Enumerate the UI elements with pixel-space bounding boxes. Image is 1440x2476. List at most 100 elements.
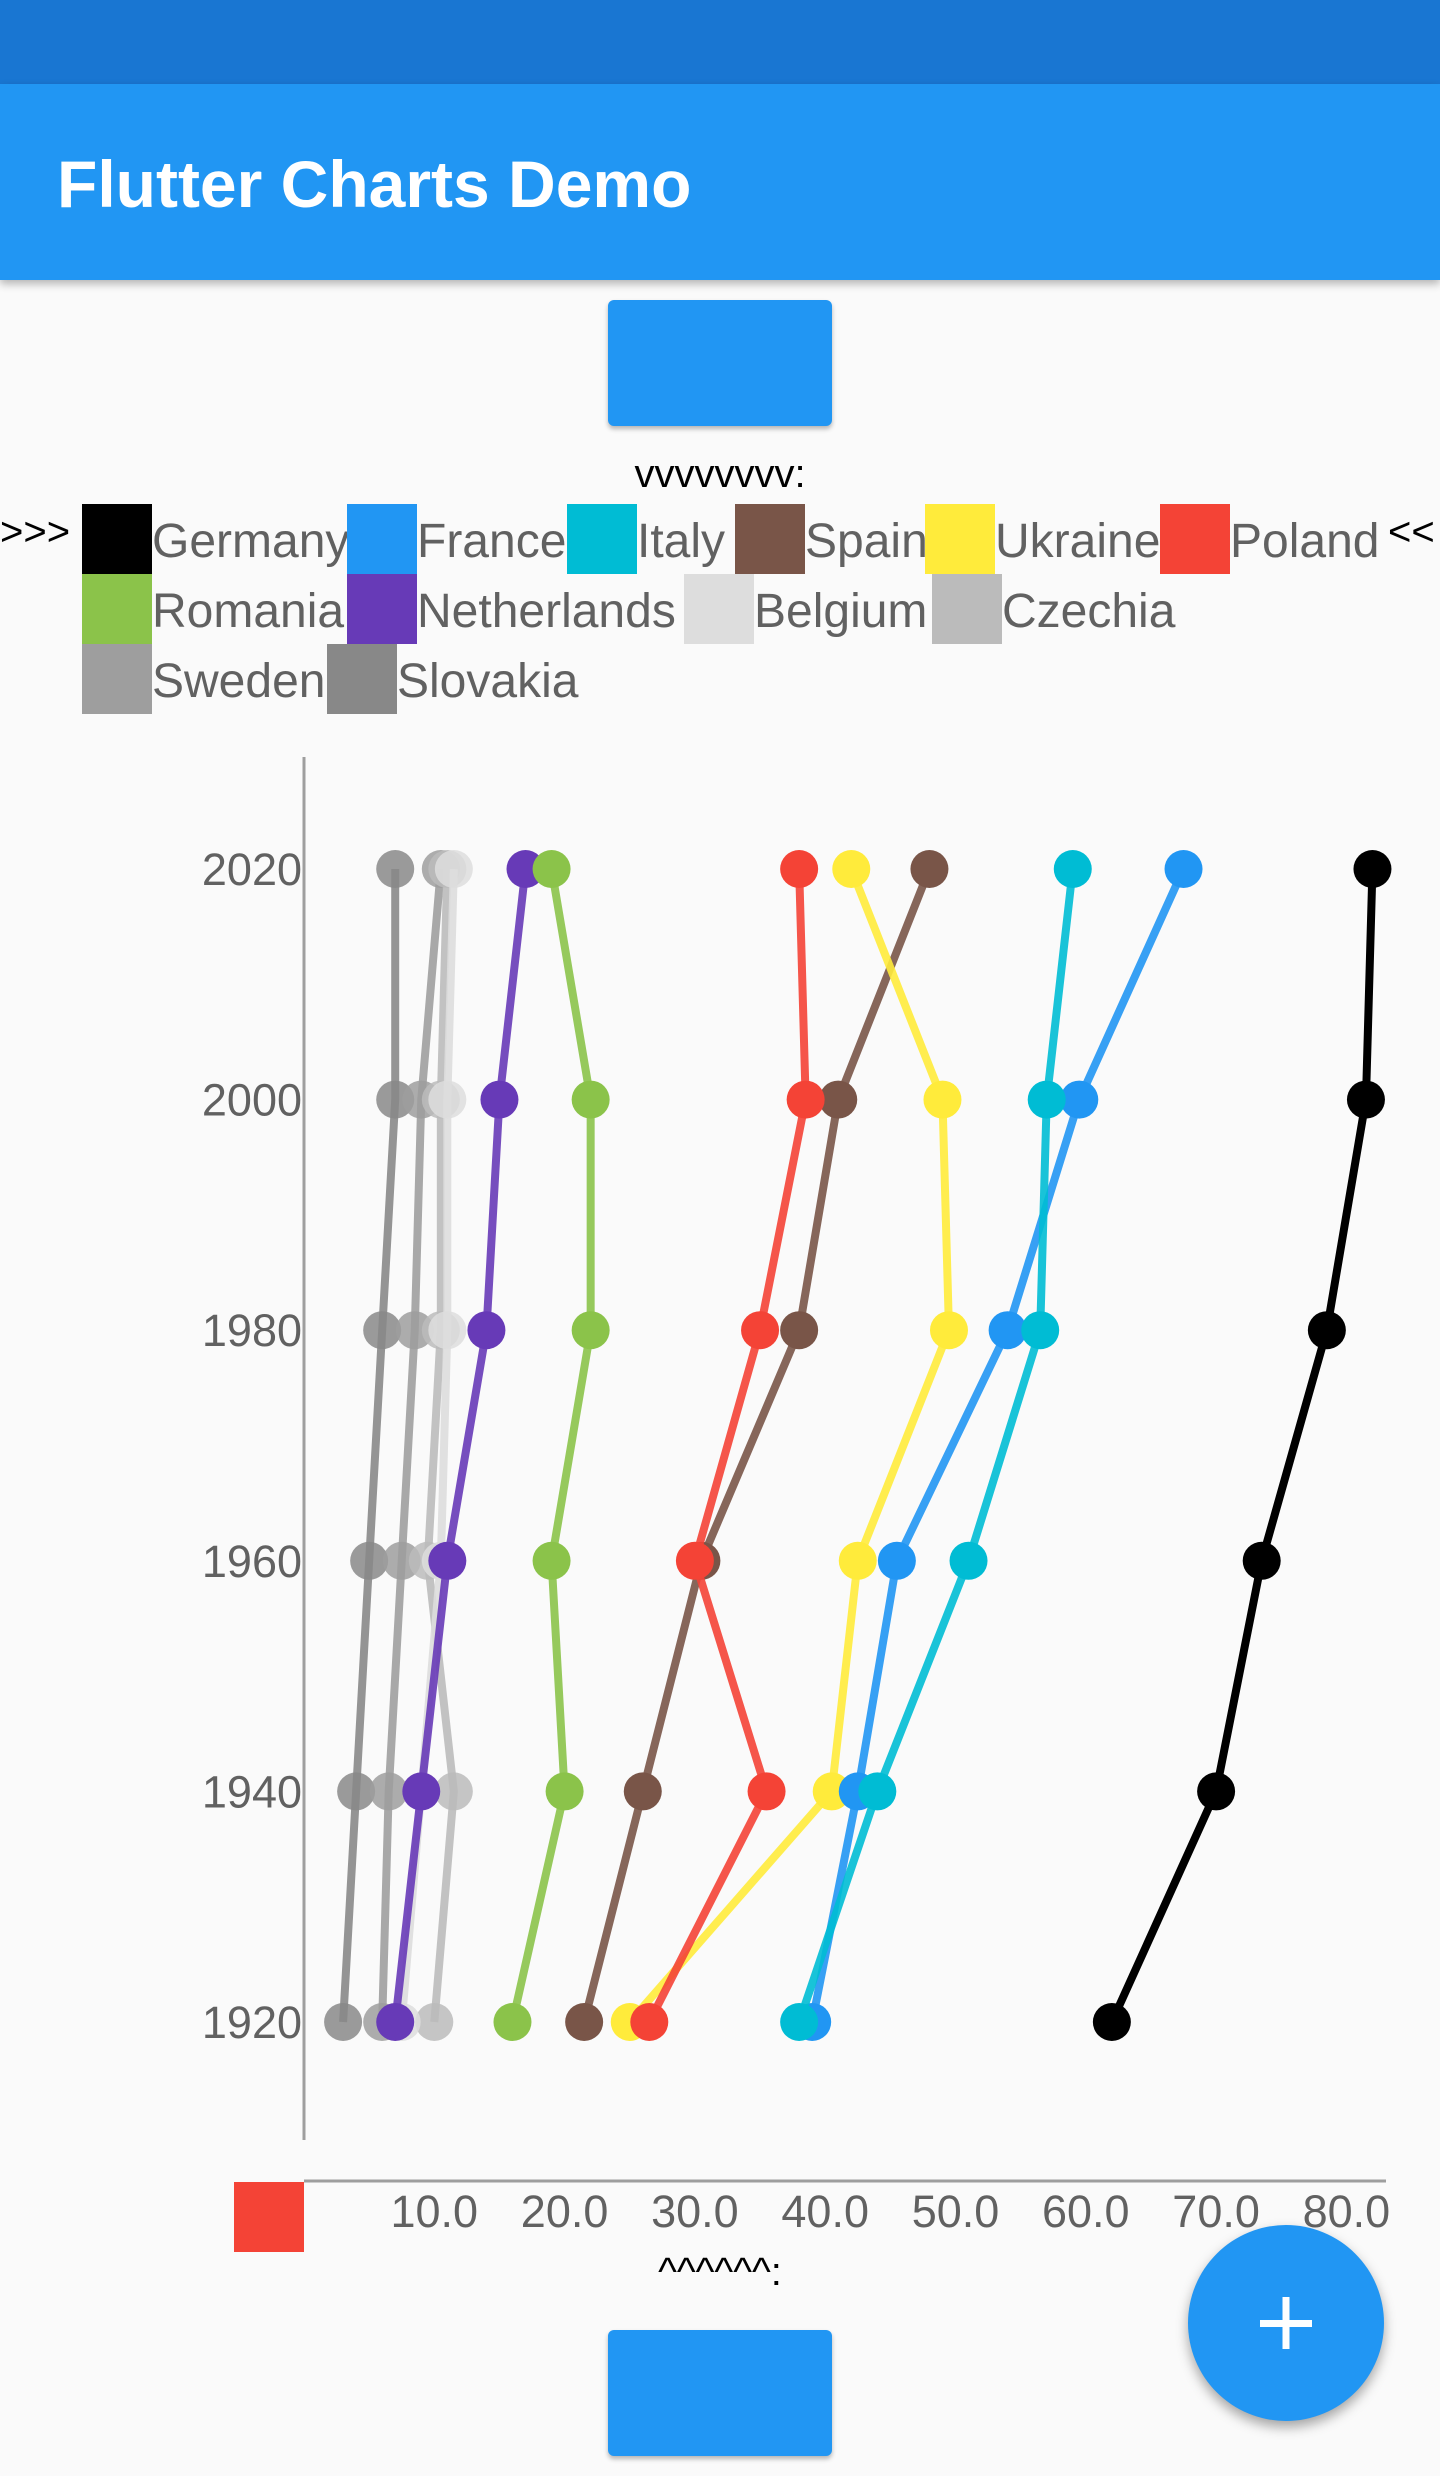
legend-row-3: Sweden Slovakia bbox=[0, 644, 1440, 714]
y-tick-label: 2020 bbox=[202, 844, 302, 895]
legend-swatch bbox=[925, 504, 995, 574]
data-point-netherlands bbox=[467, 1311, 506, 1350]
data-point-ukraine bbox=[923, 1080, 962, 1119]
legend-item-belgium: Belgium bbox=[684, 574, 932, 644]
legend-label: Czechia bbox=[1002, 585, 1176, 638]
data-point-spain bbox=[819, 1080, 858, 1119]
legend-label: Slovakia bbox=[397, 655, 579, 708]
data-point-italy bbox=[1021, 1311, 1060, 1350]
legend-right-marker: << bbox=[1388, 510, 1435, 554]
legend-item-ukraine: Ukraine bbox=[925, 504, 1160, 574]
data-point-netherlands bbox=[480, 1080, 519, 1119]
legend-swatch bbox=[684, 574, 754, 644]
legend-swatch bbox=[327, 644, 397, 714]
data-point-italy bbox=[1027, 1080, 1066, 1119]
legend-item-france: France bbox=[347, 504, 567, 574]
series-line-italy bbox=[795, 868, 1077, 2024]
bottom-action-button[interactable] bbox=[608, 2330, 832, 2456]
data-point-romania bbox=[532, 850, 571, 888]
line-chart: 1920 1940 1960 1980 2000 2020 10.0 20.0 30.0 40.0… bbox=[202, 757, 1392, 2237]
series-line-france bbox=[808, 867, 1188, 2023]
data-point-sweden bbox=[369, 1772, 408, 1811]
top-action-button[interactable] bbox=[608, 300, 832, 426]
data-point-sweden bbox=[382, 1541, 421, 1580]
data-point-slovakia bbox=[350, 1541, 389, 1580]
x-tick-label: 50.0 bbox=[912, 2186, 1000, 2237]
legend-item-spain: Spain bbox=[735, 504, 928, 574]
legend-label: Italy bbox=[637, 515, 726, 568]
data-point-germany bbox=[1353, 850, 1392, 888]
series-line-romania bbox=[508, 868, 595, 2023]
app-title: Flutter Charts Demo bbox=[57, 147, 692, 221]
y-tick-label: 1980 bbox=[202, 1305, 302, 1356]
legend-swatch bbox=[82, 574, 152, 644]
legend-item-germany: Germany bbox=[82, 504, 350, 574]
legend-label: Germany bbox=[152, 515, 350, 568]
legend-label: Spain bbox=[805, 515, 928, 568]
legend-swatch bbox=[567, 504, 637, 574]
data-point-belgium bbox=[428, 1080, 467, 1119]
series-line-poland bbox=[645, 868, 810, 2024]
y-tick-label: 1960 bbox=[202, 1536, 302, 1587]
x-tick-label: 10.0 bbox=[391, 2186, 479, 2237]
data-point-belgium bbox=[434, 850, 473, 888]
legend-swatch bbox=[1160, 504, 1230, 574]
y-tick-label: 1920 bbox=[202, 1997, 302, 2048]
data-point-germany bbox=[1346, 1080, 1385, 1119]
data-point-slovakia bbox=[363, 1311, 402, 1350]
x-tick-label: 70.0 bbox=[1172, 2186, 1260, 2237]
data-point-spain bbox=[780, 1311, 819, 1350]
legend-item-slovakia: Slovakia bbox=[327, 644, 579, 714]
app-bar: Flutter Charts Demo bbox=[0, 84, 1440, 280]
data-point-poland bbox=[675, 1541, 714, 1580]
data-point-romania bbox=[545, 1772, 584, 1811]
data-point-czechia bbox=[434, 1772, 473, 1811]
plus-icon bbox=[1260, 2297, 1312, 2349]
data-point-netherlands bbox=[428, 1541, 467, 1580]
data-point-italy bbox=[1053, 850, 1092, 888]
series-line-ukraine bbox=[626, 867, 953, 2025]
data-point-czechia bbox=[415, 2003, 454, 2041]
data-point-italy bbox=[858, 1772, 897, 1811]
legend-swatch bbox=[735, 504, 805, 574]
axis-color-marker bbox=[234, 2182, 304, 2252]
legend-item-netherlands: Netherlands bbox=[347, 574, 684, 644]
legend-swatch bbox=[347, 574, 417, 644]
legend-label: Sweden bbox=[152, 655, 326, 708]
legend-label: Netherlands bbox=[417, 585, 676, 638]
data-point-spain bbox=[623, 1772, 662, 1811]
status-bar bbox=[0, 0, 1440, 84]
data-point-poland bbox=[786, 1080, 825, 1119]
data-point-belgium bbox=[428, 1311, 467, 1350]
legend-label: Belgium bbox=[754, 585, 928, 638]
series-line-germany bbox=[1108, 868, 1377, 2024]
series-line-spain bbox=[580, 867, 934, 2023]
data-point-netherlands bbox=[402, 1772, 441, 1811]
data-point-france bbox=[1060, 1080, 1099, 1119]
legend-item-sweden: Sweden bbox=[82, 644, 327, 714]
data-point-france bbox=[877, 1541, 916, 1580]
legend-item-czechia: Czechia bbox=[932, 574, 1176, 644]
add-fab-button[interactable] bbox=[1188, 2225, 1384, 2421]
legend-label: France bbox=[417, 515, 567, 568]
data-point-slovakia bbox=[376, 850, 415, 888]
data-point-poland bbox=[630, 2003, 669, 2041]
data-point-poland bbox=[780, 850, 819, 888]
data-point-slovakia bbox=[324, 2003, 363, 2041]
data-point-slovakia bbox=[337, 1772, 376, 1811]
legend-row-1: >>> << Germany France Italy Spain Ukraine Pol… bbox=[0, 504, 1440, 574]
legend-label: Romania bbox=[152, 585, 345, 638]
legend-item-romania: Romania bbox=[82, 574, 347, 644]
data-point-netherlands bbox=[506, 850, 545, 888]
data-point-slovakia bbox=[376, 1080, 415, 1119]
legend-item-italy: Italy bbox=[567, 504, 735, 574]
series-line-czechia bbox=[423, 868, 458, 2023]
data-point-germany bbox=[1242, 1541, 1281, 1580]
y-tick-label: 2000 bbox=[202, 1075, 302, 1126]
legend-left-marker: >>> bbox=[0, 510, 71, 554]
legend-label: Ukraine bbox=[995, 515, 1161, 568]
series-line-slovakia bbox=[339, 869, 400, 2023]
legend-swatch bbox=[932, 574, 1002, 644]
x-tick-label: 20.0 bbox=[521, 2186, 609, 2237]
legend-swatch bbox=[82, 644, 152, 714]
